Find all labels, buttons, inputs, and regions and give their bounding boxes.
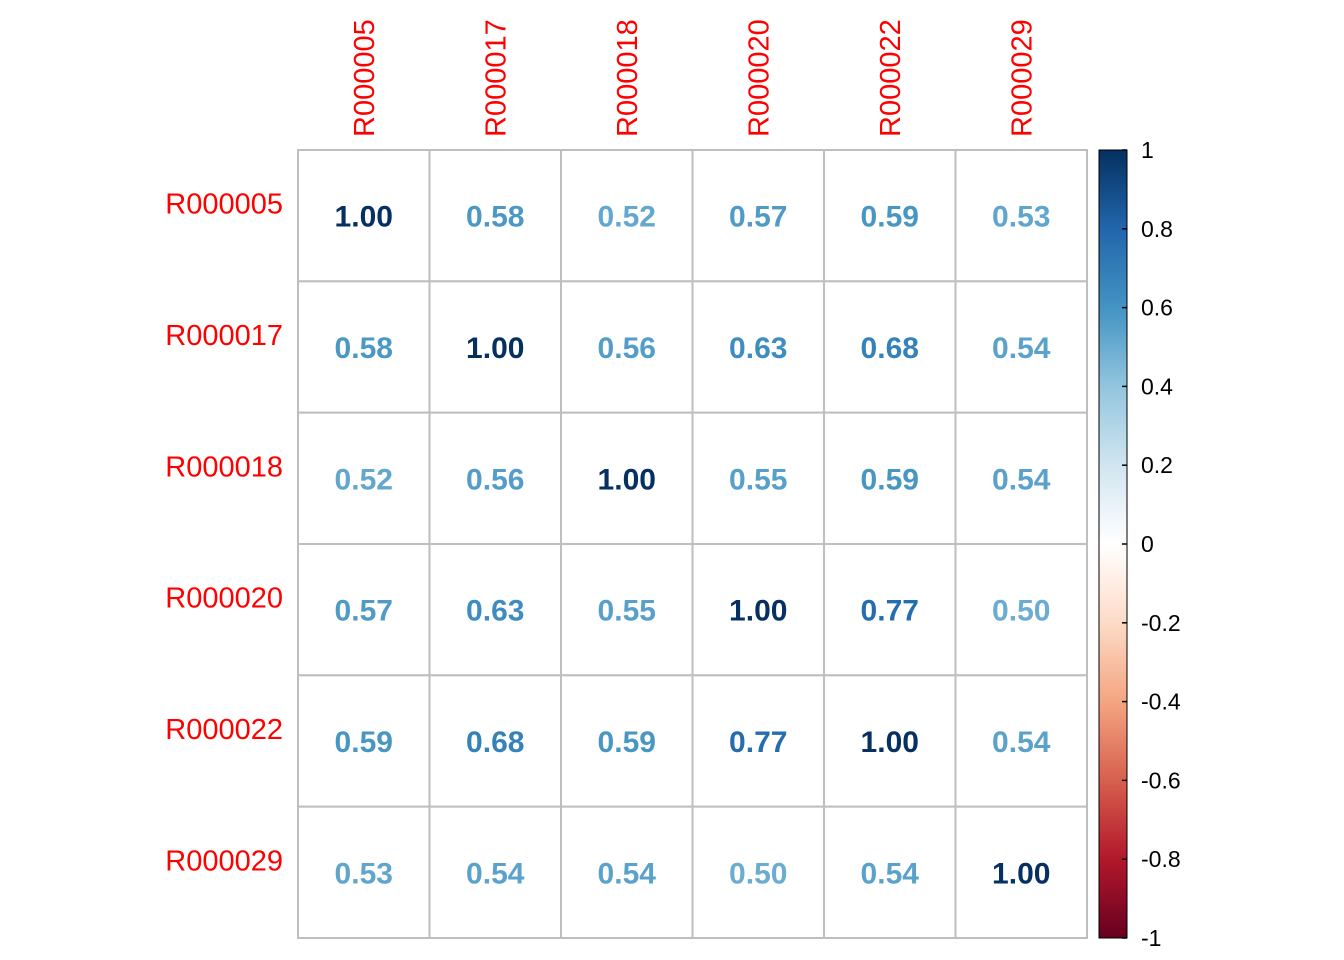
cell-value: 1.00: [335, 201, 393, 234]
cell-value: 0.59: [335, 726, 393, 759]
heatmap-cell: [823, 411, 957, 545]
row-label: R000005: [165, 189, 283, 221]
heatmap-cell: [428, 149, 562, 283]
heatmap-cell: [823, 543, 957, 677]
cell-value: 1.00: [861, 726, 919, 759]
cell-value: 0.77: [729, 726, 787, 759]
cell-value: 0.56: [466, 463, 524, 496]
cell-values: 1.00 0.58 0.52 0.57 0.59 0.53 0.58 1.00 0.56 0.63…: [335, 201, 1051, 891]
heatmap-cell: [297, 149, 431, 283]
heatmap-cell: [560, 149, 694, 283]
cell-value: 0.57: [335, 595, 393, 628]
cell-value: 0.58: [466, 201, 524, 234]
heatmap-cell: [297, 805, 431, 940]
cell-value: 0.55: [598, 595, 656, 628]
heatmap-cell: [954, 674, 1088, 808]
column-label: R000018: [612, 19, 644, 137]
heatmap-cell: [297, 543, 431, 677]
heatmap-cell: [297, 674, 431, 808]
column-label: R000029: [1006, 19, 1038, 137]
cell-value: 0.63: [729, 332, 787, 365]
colorbar: 1 0.8 0.6 0.4 0.2 0 -0.2 -0.4 -0.6 -0.8 -1: [1098, 137, 1181, 951]
row-label: R000018: [165, 451, 283, 483]
cell-value: 0.54: [466, 857, 525, 890]
cell-value: 1.00: [992, 857, 1050, 890]
cell-value: 0.54: [992, 332, 1051, 365]
colorbar-tick-label: 0.6: [1141, 295, 1173, 321]
column-label: R000022: [875, 19, 907, 137]
cell-value: 0.59: [861, 463, 919, 496]
colorbar-tick-label: -0.6: [1141, 767, 1181, 793]
heatmap-cell: [691, 674, 825, 808]
colorbar-tick-label: -0.2: [1141, 610, 1181, 636]
cell-value: 1.00: [466, 332, 524, 365]
cell-value: 0.59: [861, 201, 919, 234]
heatmap-cell: [560, 674, 694, 808]
heatmap-cell: [954, 280, 1088, 414]
cell-value: 0.55: [729, 463, 787, 496]
heatmap-cell: [428, 411, 562, 545]
heatmap-cell: [691, 280, 825, 414]
heatmap-cell: [560, 543, 694, 677]
cell-value: 1.00: [598, 463, 656, 496]
heatmap-cell: [428, 543, 562, 677]
heatmap-cell: [954, 543, 1088, 677]
colorbar-tick-label: 1: [1141, 137, 1154, 163]
cell-value: 0.57: [729, 201, 787, 234]
cell-value: 1.00: [729, 595, 787, 628]
heatmap-cell: [691, 543, 825, 677]
cell-value: 0.52: [335, 463, 393, 496]
column-label: R000017: [480, 19, 512, 137]
cell-value: 0.54: [861, 857, 920, 890]
colorbar-tick-label: -0.8: [1141, 846, 1181, 872]
column-label: R000005: [349, 19, 381, 137]
cell-value: 0.68: [861, 332, 919, 365]
colorbar-tick-label: -0.4: [1141, 689, 1181, 715]
heatmap-cell: [691, 805, 825, 940]
colorbar-tick-label: -1: [1141, 925, 1161, 951]
heatmap-cell: [823, 674, 957, 808]
row-label: R000017: [165, 320, 283, 352]
cell-value: 0.50: [992, 595, 1050, 628]
heatmap-cell: [954, 149, 1088, 283]
row-label: R000029: [165, 845, 283, 877]
colorbar-tick-label: 0.4: [1141, 373, 1173, 399]
row-label: R000022: [165, 714, 283, 746]
column-label: R000020: [743, 19, 775, 137]
heatmap-cell: [954, 411, 1088, 545]
heatmap-cell: [954, 805, 1088, 940]
cell-value: 0.53: [992, 201, 1050, 234]
heatmap-cell: [823, 805, 957, 940]
heatmap-cell: [691, 411, 825, 545]
cell-value: 0.77: [861, 595, 919, 628]
cell-value: 0.50: [729, 857, 787, 890]
cell-value: 0.54: [598, 857, 657, 890]
row-label: R000020: [165, 583, 283, 615]
colorbar-tick-label: 0.2: [1141, 452, 1173, 478]
cell-value: 0.54: [992, 463, 1051, 496]
column-labels: R000005 R000017 R000018 R000020 R000022 R0000…: [349, 19, 1039, 137]
cell-value: 0.53: [335, 857, 393, 890]
row-labels: R000005 R000017 R000018 R000020 R000022 R0000…: [165, 189, 283, 878]
cell-value: 0.52: [598, 201, 656, 234]
cell-value: 0.56: [598, 332, 656, 365]
heatmap-cell: [691, 149, 825, 283]
cell-value: 0.63: [466, 595, 524, 628]
colorbar-tick-label: 0: [1141, 531, 1154, 557]
cell-value: 0.54: [992, 726, 1051, 759]
heatmap-grid: [297, 149, 1088, 940]
cell-value: 0.68: [466, 726, 524, 759]
colorbar-tick-label: 0.8: [1141, 216, 1173, 242]
heatmap-cell: [428, 280, 562, 414]
cell-value: 0.59: [598, 726, 656, 759]
cell-value: 0.58: [335, 332, 393, 365]
